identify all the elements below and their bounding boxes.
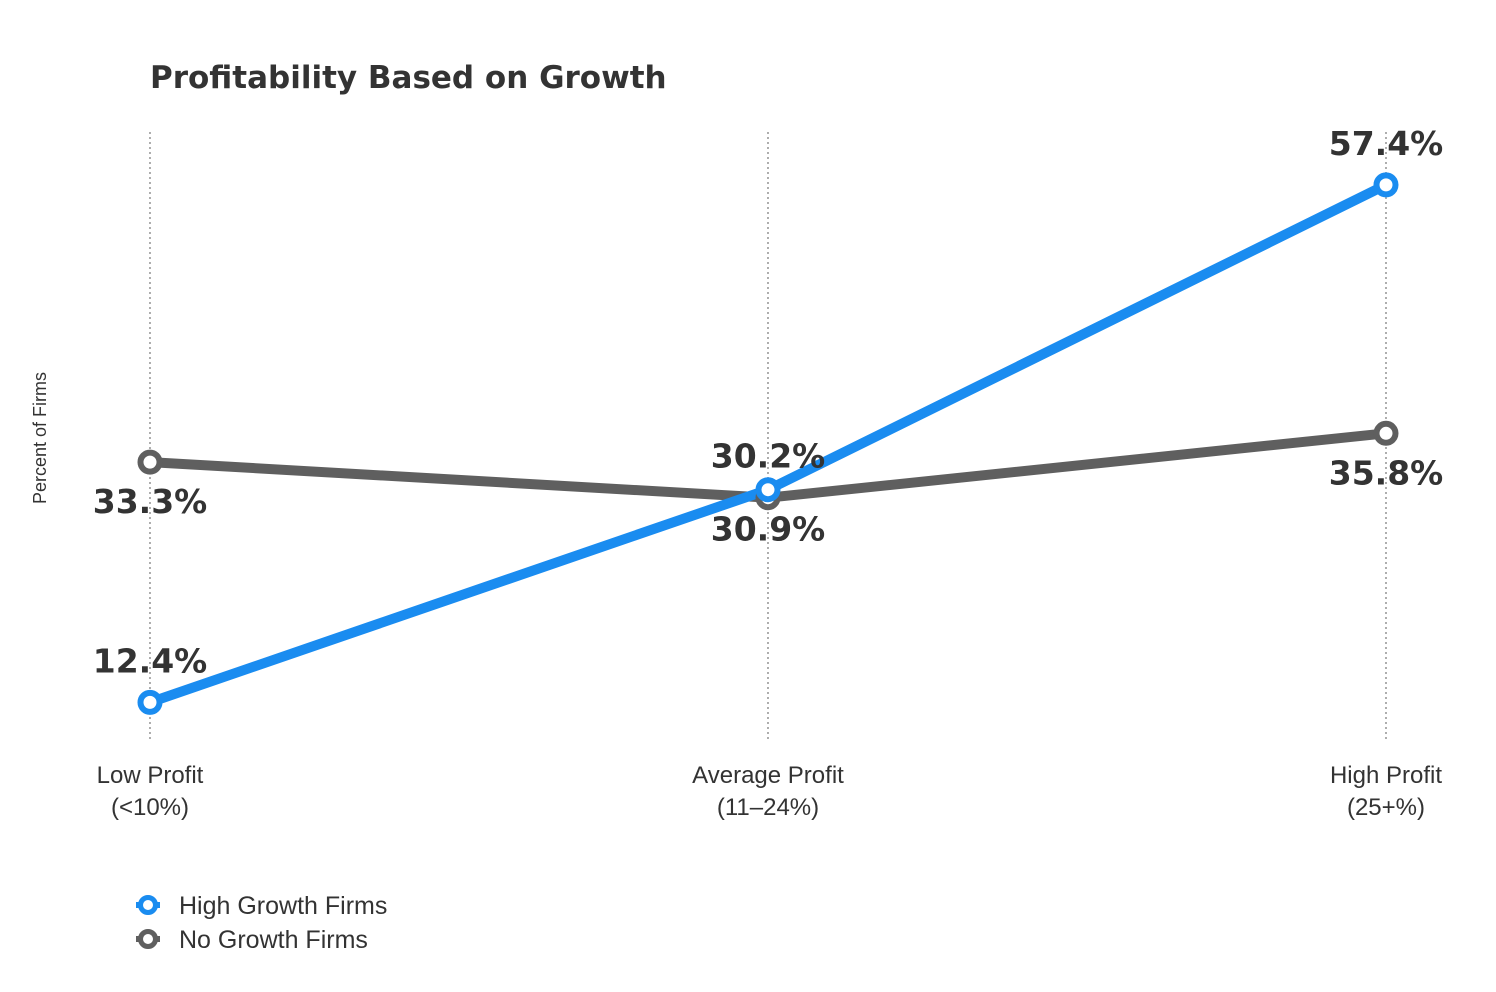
x-axis-tick-labels: Low Profit (<10%) Average Profit (11–24%) Hi… [97, 762, 1443, 821]
x-tick-label-line: High Profit [1330, 762, 1442, 789]
x-tick-label-average-profit: Average Profit (11–24%) [692, 762, 844, 821]
data-label-high-growth-firms-average-profit: 30.9% [711, 510, 826, 549]
data-labels: 12.4% 30.9% 57.4% 33.3% 30.2% 35.8% [93, 124, 1444, 681]
x-tick-label-line: (11–24%) [717, 794, 819, 821]
x-tick-label-low-profit: Low Profit (<10%) [97, 762, 204, 821]
series-points [137, 172, 1399, 715]
data-label-high-growth-firms-low-profit: 12.4% [93, 641, 208, 680]
point-high-growth-firms-low-profit [137, 689, 163, 715]
data-label-no-growth-firms-low-profit: 33.3% [93, 482, 208, 521]
point-no-growth-firms-low-profit [137, 449, 163, 475]
legend-label-no-growth-firms: No Growth Firms [179, 926, 368, 954]
data-label-no-growth-firms-average-profit: 30.2% [711, 437, 826, 476]
point-high-growth-firms-average-profit [755, 477, 781, 503]
x-tick-label-line: (25+%) [1347, 794, 1425, 821]
data-label-high-growth-firms-high-profit: 57.4% [1329, 124, 1444, 163]
x-tick-label-line: Low Profit [97, 762, 204, 789]
legend-swatch-marker-no-growth-firms [138, 929, 158, 949]
data-label-no-growth-firms-high-profit: 35.8% [1329, 453, 1444, 492]
point-no-growth-firms-high-profit [1373, 420, 1399, 446]
chart-title: Profitability Based on Growth [150, 60, 667, 96]
x-tick-label-line: Average Profit [692, 762, 844, 789]
y-axis-label: Percent of Firms [30, 372, 50, 504]
legend-swatch-marker-high-growth-firms [138, 895, 158, 915]
x-tick-label-line: (<10%) [111, 794, 189, 821]
x-tick-label-high-profit: High Profit (25+%) [1330, 762, 1442, 821]
point-high-growth-firms-high-profit [1373, 172, 1399, 198]
legend-label-high-growth-firms: High Growth Firms [179, 892, 387, 920]
legend: High Growth Firms No Growth Firms [136, 892, 387, 954]
